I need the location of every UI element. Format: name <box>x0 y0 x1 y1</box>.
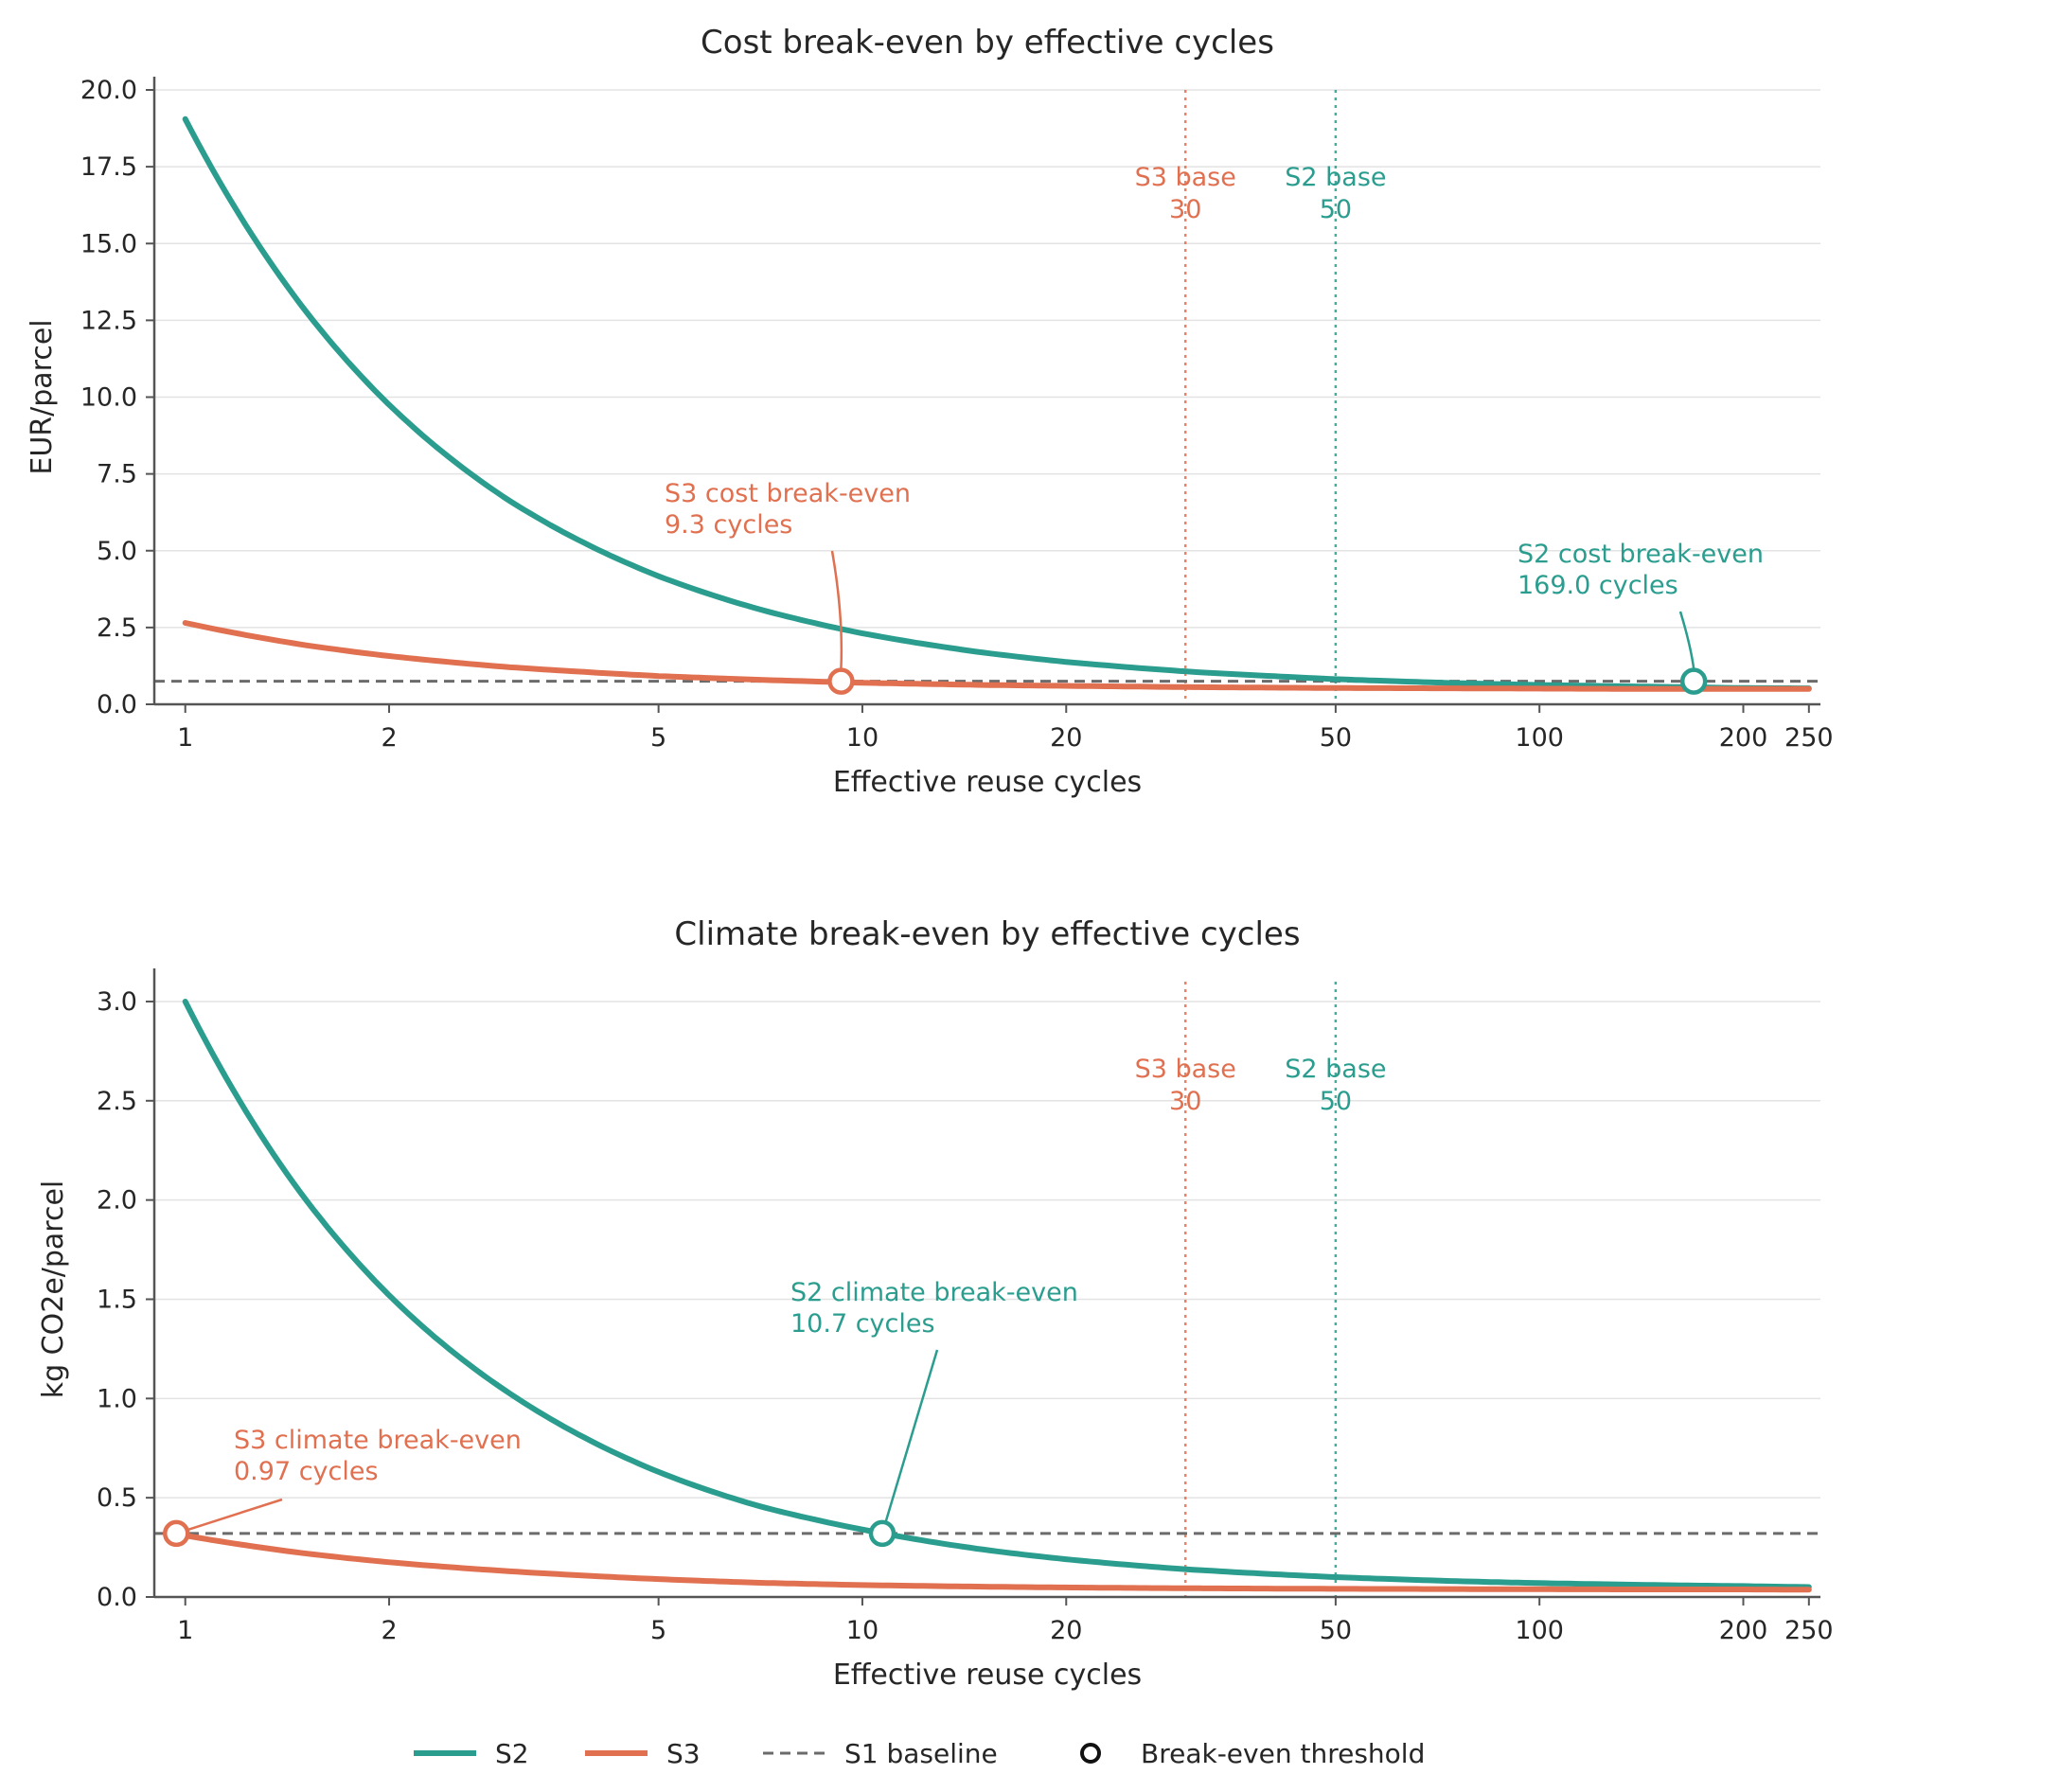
legend-item: S3 <box>585 1738 701 1769</box>
chart-title: Cost break-even by effective cycles <box>701 24 1274 62</box>
y-tick-label: 7.5 <box>97 460 137 489</box>
legend-label: S2 <box>495 1738 529 1769</box>
base-label: S2 base <box>1285 163 1386 192</box>
legend-label: S3 <box>666 1738 701 1769</box>
annotation-arrow <box>1678 611 1695 669</box>
chart-title: Climate break-even by effective cycles <box>674 915 1300 953</box>
y-tick-label: 10.0 <box>80 383 137 413</box>
x-tick-label: 1 <box>177 723 193 753</box>
break-even-annotation-value: 10.7 cycles <box>790 1309 935 1339</box>
series-line-s2 <box>182 999 1812 1590</box>
y-tick-label: 20.0 <box>80 76 137 105</box>
x-tick-label: 200 <box>1719 1616 1768 1645</box>
x-tick-label: 200 <box>1719 723 1768 753</box>
series-line-s3 <box>182 1533 1812 1593</box>
break-even-marker-s2 <box>868 1519 896 1548</box>
break-even-marker-s3 <box>827 667 855 695</box>
x-tick-label: 50 <box>1320 723 1352 753</box>
y-tick-label: 12.5 <box>80 306 137 335</box>
x-axis-label: Effective reuse cycles <box>833 766 1142 799</box>
annotation-arrow <box>830 550 843 669</box>
x-axis-label: Effective reuse cycles <box>833 1659 1142 1692</box>
base-label: S2 base <box>1285 1055 1386 1084</box>
y-tick-label: 2.5 <box>97 1087 137 1116</box>
legend: S2 S3 S1 baseline Break-even threshold <box>414 1738 1425 1769</box>
x-tick-label: 250 <box>1784 723 1834 753</box>
x-tick-label: 250 <box>1784 1616 1834 1645</box>
x-tick-label: 5 <box>650 1616 666 1645</box>
x-tick-label: 50 <box>1320 1616 1352 1645</box>
break-even-annotation: S3 cost break-even <box>665 479 911 508</box>
x-tick-label: 10 <box>846 1616 879 1645</box>
break-even-annotation-value: 0.97 cycles <box>234 1457 379 1486</box>
y-tick-label: 2.5 <box>97 613 137 643</box>
legend-label: S1 baseline <box>844 1738 998 1769</box>
annotation-arrow <box>884 1349 939 1522</box>
y-tick-label: 3.0 <box>97 987 137 1017</box>
break-even-annotation-value: 169.0 cycles <box>1518 571 1678 600</box>
break-even-annotation: S2 climate break-even <box>790 1278 1078 1307</box>
x-tick-label: 2 <box>381 723 397 753</box>
x-tick-label: 10 <box>846 723 879 753</box>
cost-chart-panel: 0.0 2.5 5.0 7.5 10.0 12.5 15.0 17.5 20.0 1 2 5 10 20 5… <box>26 24 1834 799</box>
y-axis-label: kg CO2e/parcel <box>37 1180 70 1399</box>
base-label: S3 base <box>1135 163 1236 192</box>
x-tick-label: 5 <box>650 723 666 753</box>
legend-label: Break-even threshold <box>1141 1738 1425 1769</box>
legend-item: Break-even threshold <box>1080 1738 1425 1769</box>
y-axis-label: EUR/parcel <box>26 319 59 474</box>
base-value-label: 50 <box>1320 1087 1352 1116</box>
x-tick-label: 100 <box>1515 723 1564 753</box>
y-tick-label: 17.5 <box>80 152 137 182</box>
x-tick-label: 20 <box>1050 723 1082 753</box>
x-tick-label: 100 <box>1515 1616 1564 1645</box>
series-line-s2 <box>182 115 1812 692</box>
x-tick-label: 2 <box>381 1616 397 1645</box>
break-even-annotation: S3 climate break-even <box>234 1426 522 1455</box>
y-tick-label: 0.0 <box>97 690 137 719</box>
y-tick-label: 2.0 <box>97 1186 137 1215</box>
y-tick-label: 0.0 <box>97 1583 137 1612</box>
break-even-annotation-value: 9.3 cycles <box>665 510 792 540</box>
break-even-annotation: S2 cost break-even <box>1518 540 1764 569</box>
legend-swatch-marker <box>1080 1743 1101 1764</box>
climate-chart-panel: 0.0 0.5 1.0 1.5 2.0 2.5 3.0 1 2 5 10 20 50 100 200 250 S… <box>37 915 1834 1692</box>
x-tick-label: 20 <box>1050 1616 1082 1645</box>
base-value-label: 50 <box>1320 195 1352 224</box>
y-tick-label: 5.0 <box>97 537 137 566</box>
x-tick-label: 1 <box>177 1616 193 1645</box>
y-tick-label: 0.5 <box>97 1483 137 1513</box>
series-line-s3 <box>182 620 1812 692</box>
y-tick-label: 1.5 <box>97 1285 137 1314</box>
break-even-marker-s2 <box>1679 667 1708 695</box>
base-value-label: 30 <box>1169 1087 1201 1116</box>
break-even-marker-s3 <box>163 1519 190 1548</box>
y-tick-label: 15.0 <box>80 229 137 258</box>
y-tick-label: 1.0 <box>97 1384 137 1413</box>
base-value-label: 30 <box>1169 195 1201 224</box>
legend-item: S2 <box>414 1738 529 1769</box>
annotation-arrow <box>187 1498 283 1532</box>
legend-item: S1 baseline <box>763 1738 998 1769</box>
base-label: S3 base <box>1135 1055 1236 1084</box>
